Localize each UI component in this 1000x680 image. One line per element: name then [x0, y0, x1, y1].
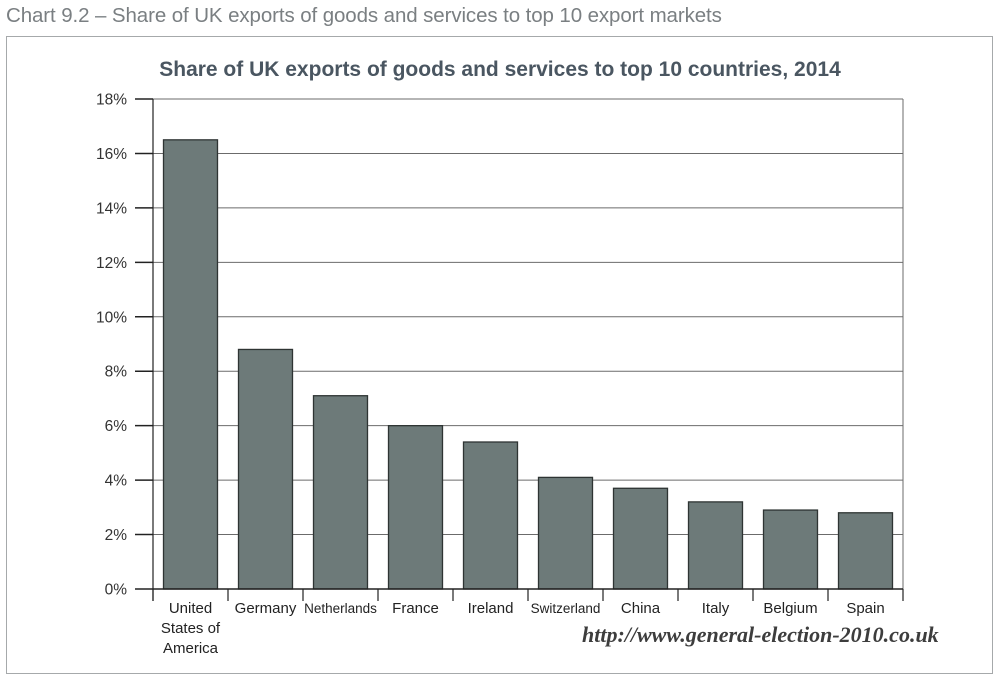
bar — [537, 476, 594, 590]
x-category-label: Italy — [702, 600, 730, 617]
y-tick-label: 16% — [96, 146, 127, 163]
x-category-label: Belgium — [763, 600, 817, 617]
bar — [387, 425, 444, 590]
chart-frame — [6, 36, 993, 674]
bar — [162, 139, 219, 590]
x-category-label: China — [621, 600, 661, 617]
y-tick-label: 14% — [96, 200, 127, 217]
x-category-label: Netherlands — [304, 601, 377, 616]
x-category-label: Germany — [235, 600, 297, 617]
y-tick-label: 12% — [96, 255, 127, 272]
chart-caption: Chart 9.2 – Share of UK exports of goods… — [6, 4, 722, 27]
x-category-label: America — [163, 640, 219, 657]
bar — [237, 348, 294, 590]
y-tick-label: 18% — [96, 92, 127, 109]
y-tick-label: 8% — [105, 364, 128, 381]
bar — [687, 501, 744, 590]
watermark-url: http://www.general-election-2010.co.uk — [582, 622, 939, 647]
bar — [612, 487, 669, 590]
y-tick-label: 6% — [105, 418, 128, 435]
y-tick-label: 0% — [105, 582, 128, 599]
y-tick-label: 2% — [105, 527, 128, 544]
bar — [312, 395, 369, 590]
x-axis: United States of America Germany Netherlands… — [152, 588, 904, 657]
x-category-label: France — [392, 600, 439, 617]
y-tick-label: 10% — [96, 309, 127, 326]
x-category-label: Switzerland — [531, 601, 601, 616]
x-category-label: States of — [161, 620, 221, 637]
chart-title: Share of UK exports of goods and service… — [159, 58, 841, 81]
bar — [762, 509, 819, 590]
bars — [162, 139, 894, 590]
bar — [837, 512, 894, 590]
x-category-label: Spain — [846, 600, 884, 617]
y-tick-label: 4% — [105, 473, 128, 490]
y-axis: 0% 2% 4% 6% 8% 10% 12% 14% 16% 18% — [96, 92, 904, 601]
x-category-label: Ireland — [468, 600, 514, 617]
bar — [462, 441, 519, 590]
x-category-label: United — [169, 600, 212, 617]
